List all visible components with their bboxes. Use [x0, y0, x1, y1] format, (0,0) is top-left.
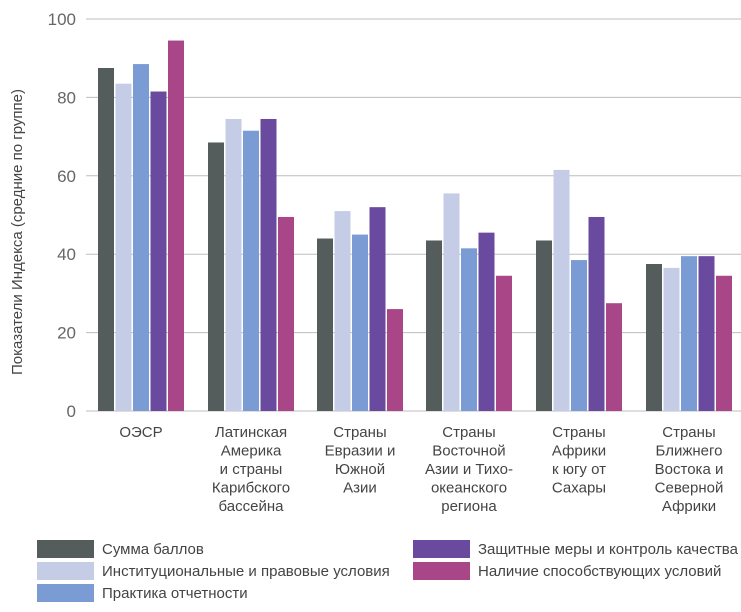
bar-series-0-cat-3 [426, 240, 442, 411]
bar-series-2-cat-3 [461, 248, 477, 411]
bar-series-0-cat-4 [536, 240, 552, 411]
bar-series-4-cat-2 [387, 309, 403, 411]
category-label: ОЭСР [119, 424, 162, 441]
y-tick-label: 0 [67, 402, 76, 421]
bar-series-3-cat-1 [260, 118, 277, 412]
bar-series-1-cat-5 [663, 267, 680, 411]
bar-series-3-cat-4 [588, 216, 605, 411]
y-tick-label: 60 [57, 167, 76, 186]
bar-series-3-cat-3 [478, 232, 495, 411]
category-label: Страны Ближнего Востока и Северной Африки [655, 424, 724, 515]
category-label: Страны Африки к югу от Сахары [552, 424, 606, 497]
category-label: Страны Восточной Азии и Тихо-океанского рег… [425, 424, 513, 515]
legend-label: Институциональные и правовые условия [102, 563, 390, 580]
bar-series-3-cat-0 [150, 91, 167, 412]
bar-series-4-cat-5 [716, 275, 732, 411]
legend-label: Наличие способствующих условий [478, 563, 721, 580]
bar-series-1-cat-4 [553, 169, 570, 411]
bar-series-0-cat-5 [646, 264, 662, 411]
gridlines [86, 18, 741, 412]
y-tick-label: 20 [57, 324, 76, 343]
category-label: Страны Евразии и Южной Азии [325, 424, 396, 497]
bar-series-1-cat-0 [115, 83, 132, 412]
bar-series-4-cat-1 [278, 216, 294, 411]
legend-swatch [37, 584, 94, 602]
legend-swatch [37, 562, 94, 580]
legend-swatch [37, 540, 94, 558]
y-tick-label: 100 [48, 10, 76, 29]
bars [98, 40, 732, 412]
legend-label: Защитные меры и контроль качества [478, 541, 739, 558]
legend-swatch [413, 540, 470, 558]
y-tick-label: 40 [57, 245, 76, 264]
category-labels: ОЭСР Латинская Америка и страны Карибского ба… [119, 424, 723, 515]
legend-label: Сумма баллов [102, 541, 204, 558]
bar-series-0-cat-0 [98, 68, 114, 411]
bar-series-0-cat-1 [208, 142, 224, 412]
bar-series-4-cat-4 [606, 303, 622, 411]
bar-series-2-cat-1 [243, 130, 259, 411]
bar-series-4-cat-0 [168, 40, 184, 412]
bar-series-1-cat-1 [225, 118, 242, 412]
bar-series-4-cat-3 [496, 275, 512, 411]
legend-swatch [413, 562, 470, 580]
bar-series-2-cat-2 [352, 234, 368, 411]
y-tick-label: 80 [57, 88, 76, 107]
category-label: Латинская Америка и страны Карибского бассей… [212, 424, 290, 515]
bar-series-2-cat-0 [133, 64, 149, 411]
legend: Сумма баллов Институциональные и правовые… [37, 540, 739, 602]
bar-series-1-cat-3 [443, 193, 460, 411]
bar-series-1-cat-2 [334, 211, 351, 411]
bar-series-0-cat-2 [317, 238, 333, 411]
y-axis-ticks: 0 20 40 60 80 100 [48, 10, 76, 421]
bar-series-2-cat-5 [681, 256, 697, 411]
bar-series-3-cat-5 [698, 256, 715, 411]
bar-series-3-cat-2 [369, 207, 386, 411]
y-axis-title: Показатели Индекса (средние по группе) [9, 89, 26, 375]
legend-label: Практика отчетности [102, 585, 248, 602]
bar-series-2-cat-4 [571, 260, 587, 411]
